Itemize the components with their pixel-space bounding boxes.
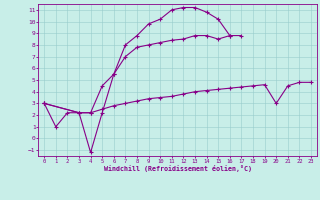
X-axis label: Windchill (Refroidissement éolien,°C): Windchill (Refroidissement éolien,°C) <box>104 165 252 172</box>
